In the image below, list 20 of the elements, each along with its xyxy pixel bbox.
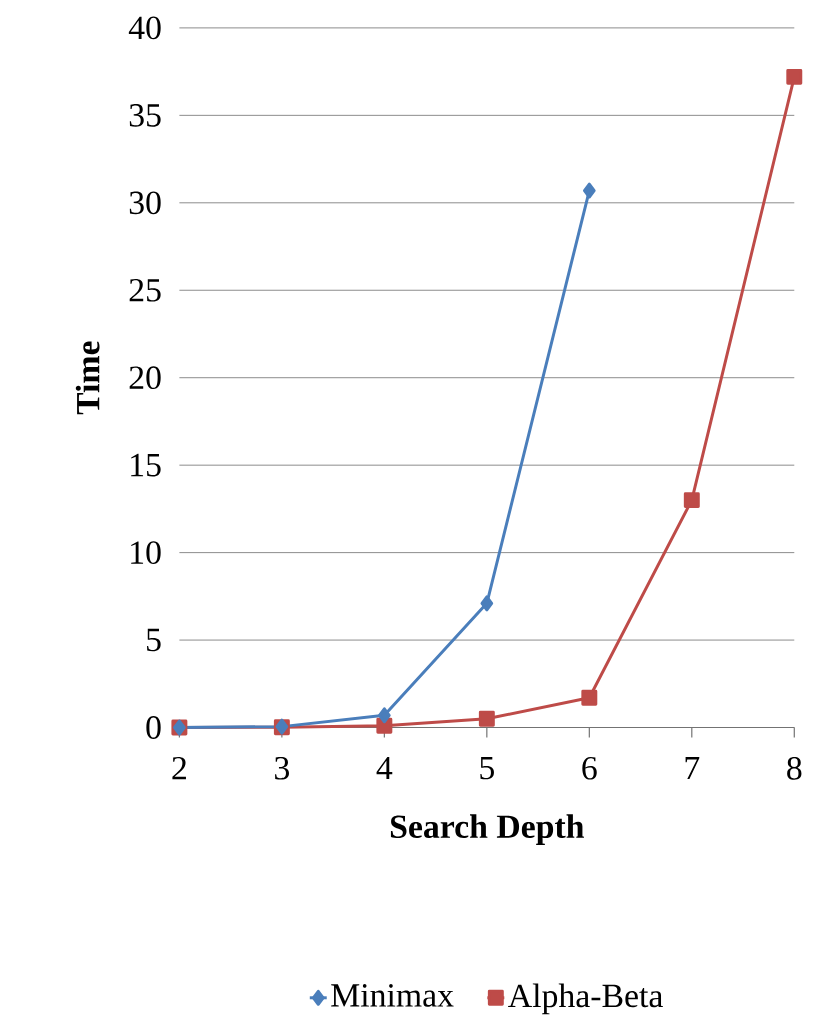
legend-label: Minimax <box>331 984 454 1007</box>
y-axis-title: Time <box>75 341 100 415</box>
y-tick-label: 35 <box>129 104 161 127</box>
x-tick-label: 7 <box>685 756 700 780</box>
y-tick-label: 0 <box>146 716 161 739</box>
y-tick-label: 5 <box>147 628 161 652</box>
legend-label: Alpha-Beta <box>508 983 663 1015</box>
x-tick-label: 2 <box>172 756 186 780</box>
y-tick-label: 20 <box>129 366 161 390</box>
y-tick-label: 30 <box>129 191 161 215</box>
x-axis-title: Search Depth <box>390 814 584 845</box>
y-tick-label: 40 <box>128 16 161 40</box>
x-tick-label: 5 <box>480 756 494 780</box>
x-tick-label: 4 <box>376 756 393 780</box>
y-tick-label: 10 <box>131 541 161 564</box>
y-tick-label: 25 <box>129 278 161 302</box>
y-tick-label: 15 <box>131 453 161 477</box>
x-tick-label: 6 <box>582 756 597 780</box>
x-tick-label: 3 <box>275 756 289 780</box>
x-tick-label: 8 <box>787 756 802 780</box>
